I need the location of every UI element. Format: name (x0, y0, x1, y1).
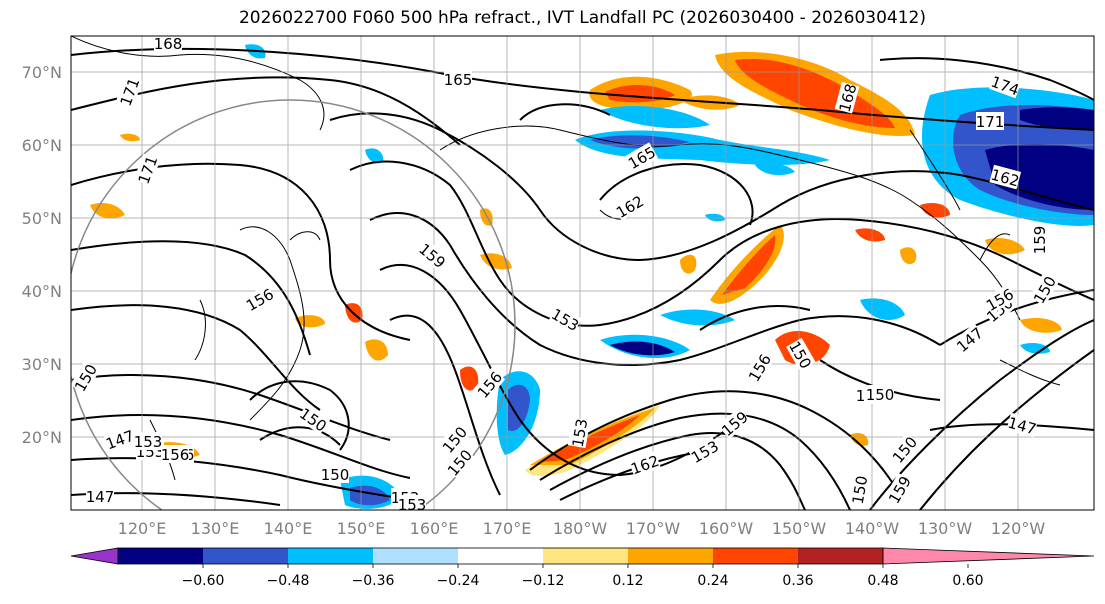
longitude-labels: 120°E 130°E 140°E 150°E 160°E 170°E 180°W 170°W… (118, 519, 1046, 538)
colorbar-tick-label: −0.12 (522, 573, 565, 589)
colorbar-tick-label: 0.12 (612, 573, 643, 589)
gridlines (71, 36, 1094, 510)
colorbar-extend-low (70, 547, 119, 565)
contour-label: 147 (86, 487, 115, 506)
colorbar-segment (288, 548, 373, 564)
lon-label: 170°W (626, 519, 681, 538)
lon-label: 130°W (918, 519, 973, 538)
lat-label: 30°N (22, 355, 62, 374)
svg-text:147: 147 (86, 488, 115, 506)
contour-layer (71, 47, 1094, 510)
lon-label: 150°W (772, 519, 827, 538)
colorbar-tick-label: −0.36 (352, 573, 395, 589)
lon-label: 140°W (845, 519, 900, 538)
lon-label: 130°E (191, 519, 240, 538)
lon-label: 120°E (118, 519, 167, 538)
svg-text:168: 168 (154, 35, 183, 53)
svg-text:153: 153 (134, 433, 163, 451)
lat-label: 60°N (22, 136, 62, 155)
colorbar-tick-label: 0.36 (782, 573, 813, 589)
contour-label: 153 (134, 432, 163, 451)
colorbar-tick-label: 0.60 (952, 573, 983, 589)
lon-label: 120°W (991, 519, 1046, 538)
svg-text:165: 165 (444, 71, 473, 89)
colorbar-segment (203, 548, 288, 564)
contour-label: 162 (628, 450, 662, 478)
lon-label: 160°W (699, 519, 754, 538)
lon-label: 150°E (337, 519, 386, 538)
svg-text:156: 156 (161, 446, 190, 464)
contour-label: 156 (161, 445, 190, 464)
colorbar-segment (713, 548, 798, 564)
colorbar-tick-label: 0.24 (697, 573, 728, 589)
target-circle (71, 99, 516, 510)
svg-text:159: 159 (1031, 226, 1049, 255)
colorbar-segment (373, 548, 458, 564)
svg-text:150: 150 (321, 466, 350, 484)
lon-label: 160°E (410, 519, 459, 538)
svg-text:150: 150 (849, 474, 872, 505)
contour-label: 165 (444, 70, 473, 89)
colorbar-tick-label: −0.60 (182, 573, 225, 589)
colorbar-segment (543, 548, 628, 564)
contour-label: 171 (976, 112, 1005, 131)
coastlines (71, 36, 1061, 481)
colorbar-segment (628, 548, 713, 564)
svg-text:150: 150 (866, 386, 895, 404)
contour-label: 150 (847, 474, 872, 506)
contour-label: 162 (989, 164, 1021, 190)
lat-label: 50°N (22, 209, 62, 228)
contour-label: 159 (1030, 226, 1049, 255)
colorbar-tick-label: −0.24 (437, 573, 480, 589)
svg-text:171: 171 (976, 113, 1005, 131)
lat-label: 20°N (22, 428, 62, 447)
colorbar-tick-label: −0.48 (267, 573, 310, 589)
map-title: 2026022700 F060 500 hPa refract., IVT La… (238, 8, 926, 28)
lat-label: 40°N (22, 282, 62, 301)
colorbar-segment (798, 548, 883, 564)
svg-text:153: 153 (398, 496, 427, 514)
lon-label: 140°E (264, 519, 313, 538)
colorbar-segment (118, 548, 203, 564)
colorbar-extend-high (882, 547, 1095, 565)
contour-label: 150 (321, 465, 350, 484)
colorbar-segment (458, 548, 543, 564)
contour-label: 153 (398, 495, 427, 514)
contour-label: 153 (567, 417, 592, 449)
contour-label: 168 (154, 35, 183, 53)
lat-label: 70°N (22, 63, 62, 82)
map-frame (70, 35, 1095, 511)
colorbar-tick-label: 0.48 (867, 573, 898, 589)
colorbar-outline (117, 547, 884, 565)
latitude-labels: 70°N 60°N 50°N 40°N 30°N 20°N (22, 63, 62, 447)
contour-label: 171 (115, 75, 143, 109)
lon-label: 180°W (553, 519, 608, 538)
svg-text:153: 153 (569, 417, 592, 448)
contour-label: 150 (866, 385, 895, 404)
colorbar: −0.60 −0.48 −0.36 −0.24 −0.12 0.12 0.24 0.36 0.4… (70, 547, 1095, 589)
lon-label: 170°E (483, 519, 532, 538)
